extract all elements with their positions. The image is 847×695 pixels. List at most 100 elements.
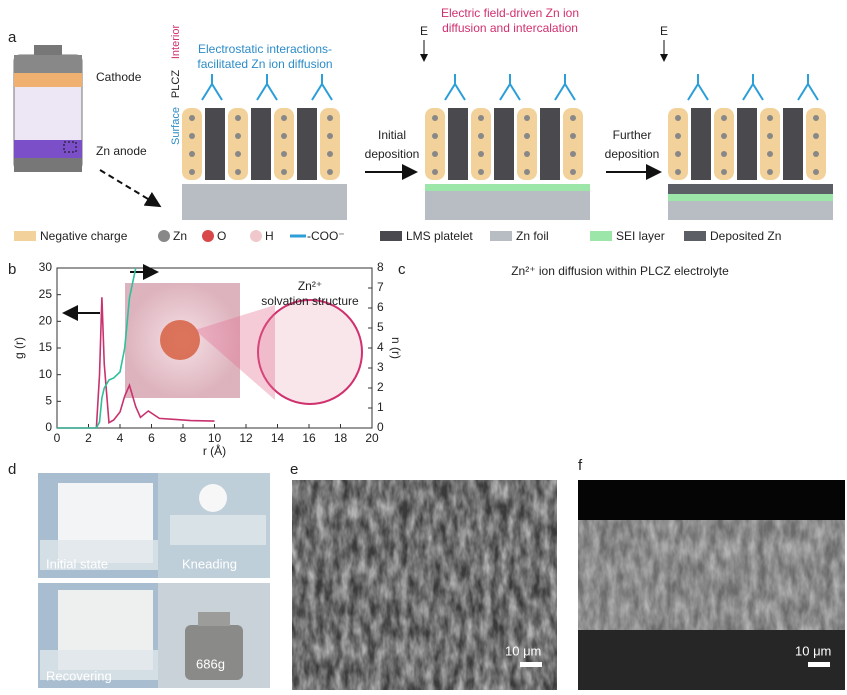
- weight-top: [198, 612, 230, 626]
- legend-label: Zn foil: [516, 229, 549, 243]
- x-tick-label: 4: [117, 431, 124, 445]
- panel-c-title: Zn²⁺ ion diffusion within PLCZ electroly…: [511, 264, 729, 278]
- zn-ion: [675, 115, 681, 121]
- lms-platelet: [251, 108, 271, 180]
- step-label: deposition: [605, 147, 660, 161]
- zoom-box: [63, 141, 77, 153]
- photo-label: Initial state: [46, 556, 108, 571]
- polymer: [311, 74, 333, 101]
- y2-tick-label: 1: [377, 400, 384, 414]
- zn-ion: [281, 133, 287, 139]
- zn-ion: [478, 169, 484, 175]
- y-tick-label: 0: [45, 420, 52, 434]
- field-label: E: [660, 24, 668, 38]
- y-tick-label: 15: [39, 340, 53, 354]
- zn-ion: [235, 115, 241, 121]
- negative-charge: [425, 108, 445, 180]
- step-label: Further: [613, 128, 652, 142]
- negative-charge: [182, 108, 202, 180]
- y2-tick-label: 2: [377, 380, 384, 394]
- zn-ion: [721, 169, 727, 175]
- legend-swatch: [684, 231, 706, 241]
- zn-ion: [767, 169, 773, 175]
- lms-platelet: [448, 108, 468, 180]
- polymer: [687, 74, 709, 101]
- panel-a-title: Electric field-driven Zn ion: [441, 6, 579, 20]
- x-tick-label: 20: [365, 431, 379, 445]
- zn-ion: [189, 115, 195, 121]
- zn-ion: [432, 169, 438, 175]
- sem-texture: [292, 480, 557, 690]
- zn-ion: [432, 115, 438, 121]
- negative-charge: [714, 108, 734, 180]
- deposited-zn: [668, 184, 833, 194]
- zn-ion: [235, 151, 241, 157]
- x-tick-label: 8: [180, 431, 187, 445]
- y2-tick-label: 6: [377, 300, 384, 314]
- polymer: [742, 74, 764, 101]
- lms-platelet: [783, 108, 803, 180]
- substrate: [578, 630, 845, 690]
- lms-platelet: [297, 108, 317, 180]
- y-axis-label: g (r): [12, 337, 26, 359]
- y2-tick-label: 7: [377, 280, 384, 294]
- zn-ion: [327, 133, 333, 139]
- negative-charge: [320, 108, 340, 180]
- scale-bar: [808, 662, 830, 667]
- anode-label: Zn anode: [96, 144, 147, 158]
- zn-ion: [570, 169, 576, 175]
- legend-swatch: [490, 231, 512, 241]
- x-tick-label: 12: [239, 431, 253, 445]
- inset-core: [160, 320, 200, 360]
- surface-label: Surface: [170, 107, 182, 145]
- panel-label: d: [8, 461, 16, 478]
- weight: [185, 625, 243, 680]
- zn-ion: [721, 115, 727, 121]
- zn-ion: [570, 151, 576, 157]
- zn-ion: [189, 169, 195, 175]
- sei-layer: [425, 184, 590, 191]
- kneaded-film: [199, 484, 227, 512]
- polymer: [797, 74, 819, 101]
- zn-ion: [281, 115, 287, 121]
- zn-ion: [524, 115, 530, 121]
- legend: Negative charge Zn O H -COO⁻ LMS platelet Zn f…: [14, 229, 781, 243]
- legend-label: H: [265, 229, 274, 243]
- zn-foil: [425, 191, 590, 220]
- ruler: [170, 515, 266, 545]
- zn-ion: [721, 151, 727, 157]
- lms-platelet: [691, 108, 711, 180]
- panel-a-title: Electrostatic interactions-: [198, 42, 332, 56]
- negative-charge: [517, 108, 537, 180]
- y2-tick-label: 0: [377, 420, 384, 434]
- cathode-label: Cathode: [96, 70, 142, 84]
- step-label: Initial: [378, 128, 406, 142]
- zn-ion: [524, 133, 530, 139]
- legend-label: Negative charge: [40, 229, 128, 243]
- legend-swatch: [250, 230, 262, 242]
- zn-ion: [189, 151, 195, 157]
- line-series: [57, 267, 137, 429]
- zn-ion: [767, 151, 773, 157]
- zn-foil: [182, 184, 347, 220]
- polymer: [256, 74, 278, 101]
- y2-tick-label: 4: [377, 340, 384, 354]
- zn-ion: [327, 169, 333, 175]
- zn-ion: [478, 151, 484, 157]
- zn-ion: [189, 133, 195, 139]
- lms-platelet: [494, 108, 514, 180]
- panel-label: c: [398, 261, 406, 278]
- zn-ion: [813, 151, 819, 157]
- negative-charge: [274, 108, 294, 180]
- annotation: solvation structure: [261, 294, 359, 308]
- panel-a-title: facilitated Zn ion diffusion: [197, 57, 332, 71]
- schematic: [182, 74, 833, 220]
- y2-tick-label: 8: [377, 260, 384, 274]
- step-label: deposition: [365, 147, 420, 161]
- x-tick-label: 10: [208, 431, 222, 445]
- cathode-layer: [14, 73, 82, 87]
- scale-bar: [520, 662, 542, 667]
- chart: b0 2 4 6 8 10 12 14 16 18 20051015202530012345678r…: [8, 260, 403, 458]
- x-tick-label: 6: [148, 431, 155, 445]
